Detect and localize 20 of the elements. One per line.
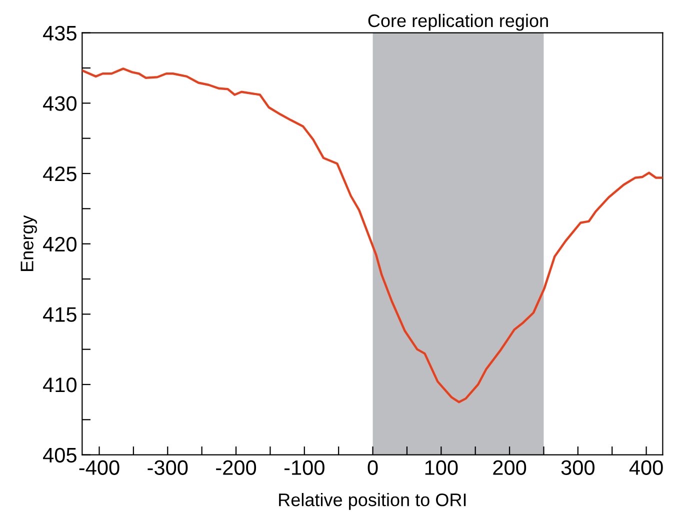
y-axis-title: Energy xyxy=(20,215,37,271)
y-tick-label: 430 xyxy=(43,96,76,111)
x-tick-label: -400 xyxy=(79,460,120,475)
x-tick-label: -200 xyxy=(216,460,256,475)
x-tick-label: 100 xyxy=(425,460,458,475)
y-tick-label: 410 xyxy=(43,378,76,392)
x-tick-label: -100 xyxy=(284,460,324,475)
y-tick-label: 435 xyxy=(43,26,76,41)
x-tick-label: 200 xyxy=(493,460,526,475)
line-series xyxy=(82,68,663,404)
x-axis-title: Relative position to ORI xyxy=(279,493,466,510)
x-tick-label: -300 xyxy=(148,460,188,475)
x-tick-label: 300 xyxy=(561,460,594,475)
y-tick-label: 415 xyxy=(43,307,76,322)
band-label: Core replication region xyxy=(368,14,548,31)
y-tick-label: 405 xyxy=(43,448,76,463)
x-tick-label: 400 xyxy=(629,460,663,475)
y-tick-label: 420 xyxy=(43,236,76,252)
x-tick-label: 0 xyxy=(368,460,378,475)
y-tick-label: 425 xyxy=(43,166,76,182)
